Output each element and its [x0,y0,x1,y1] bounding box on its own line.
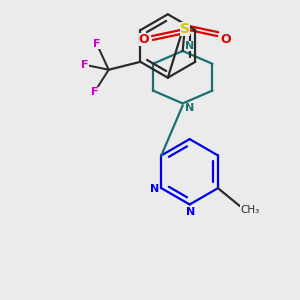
Text: O: O [139,32,149,46]
Text: N: N [186,207,195,218]
Text: O: O [220,32,231,46]
Text: F: F [81,60,88,70]
Text: S: S [180,22,190,36]
Text: F: F [93,39,100,49]
Text: N: N [150,184,159,194]
Text: CH₃: CH₃ [240,205,259,215]
Text: N: N [185,41,194,51]
Text: N: N [185,103,194,113]
Text: F: F [91,86,99,97]
